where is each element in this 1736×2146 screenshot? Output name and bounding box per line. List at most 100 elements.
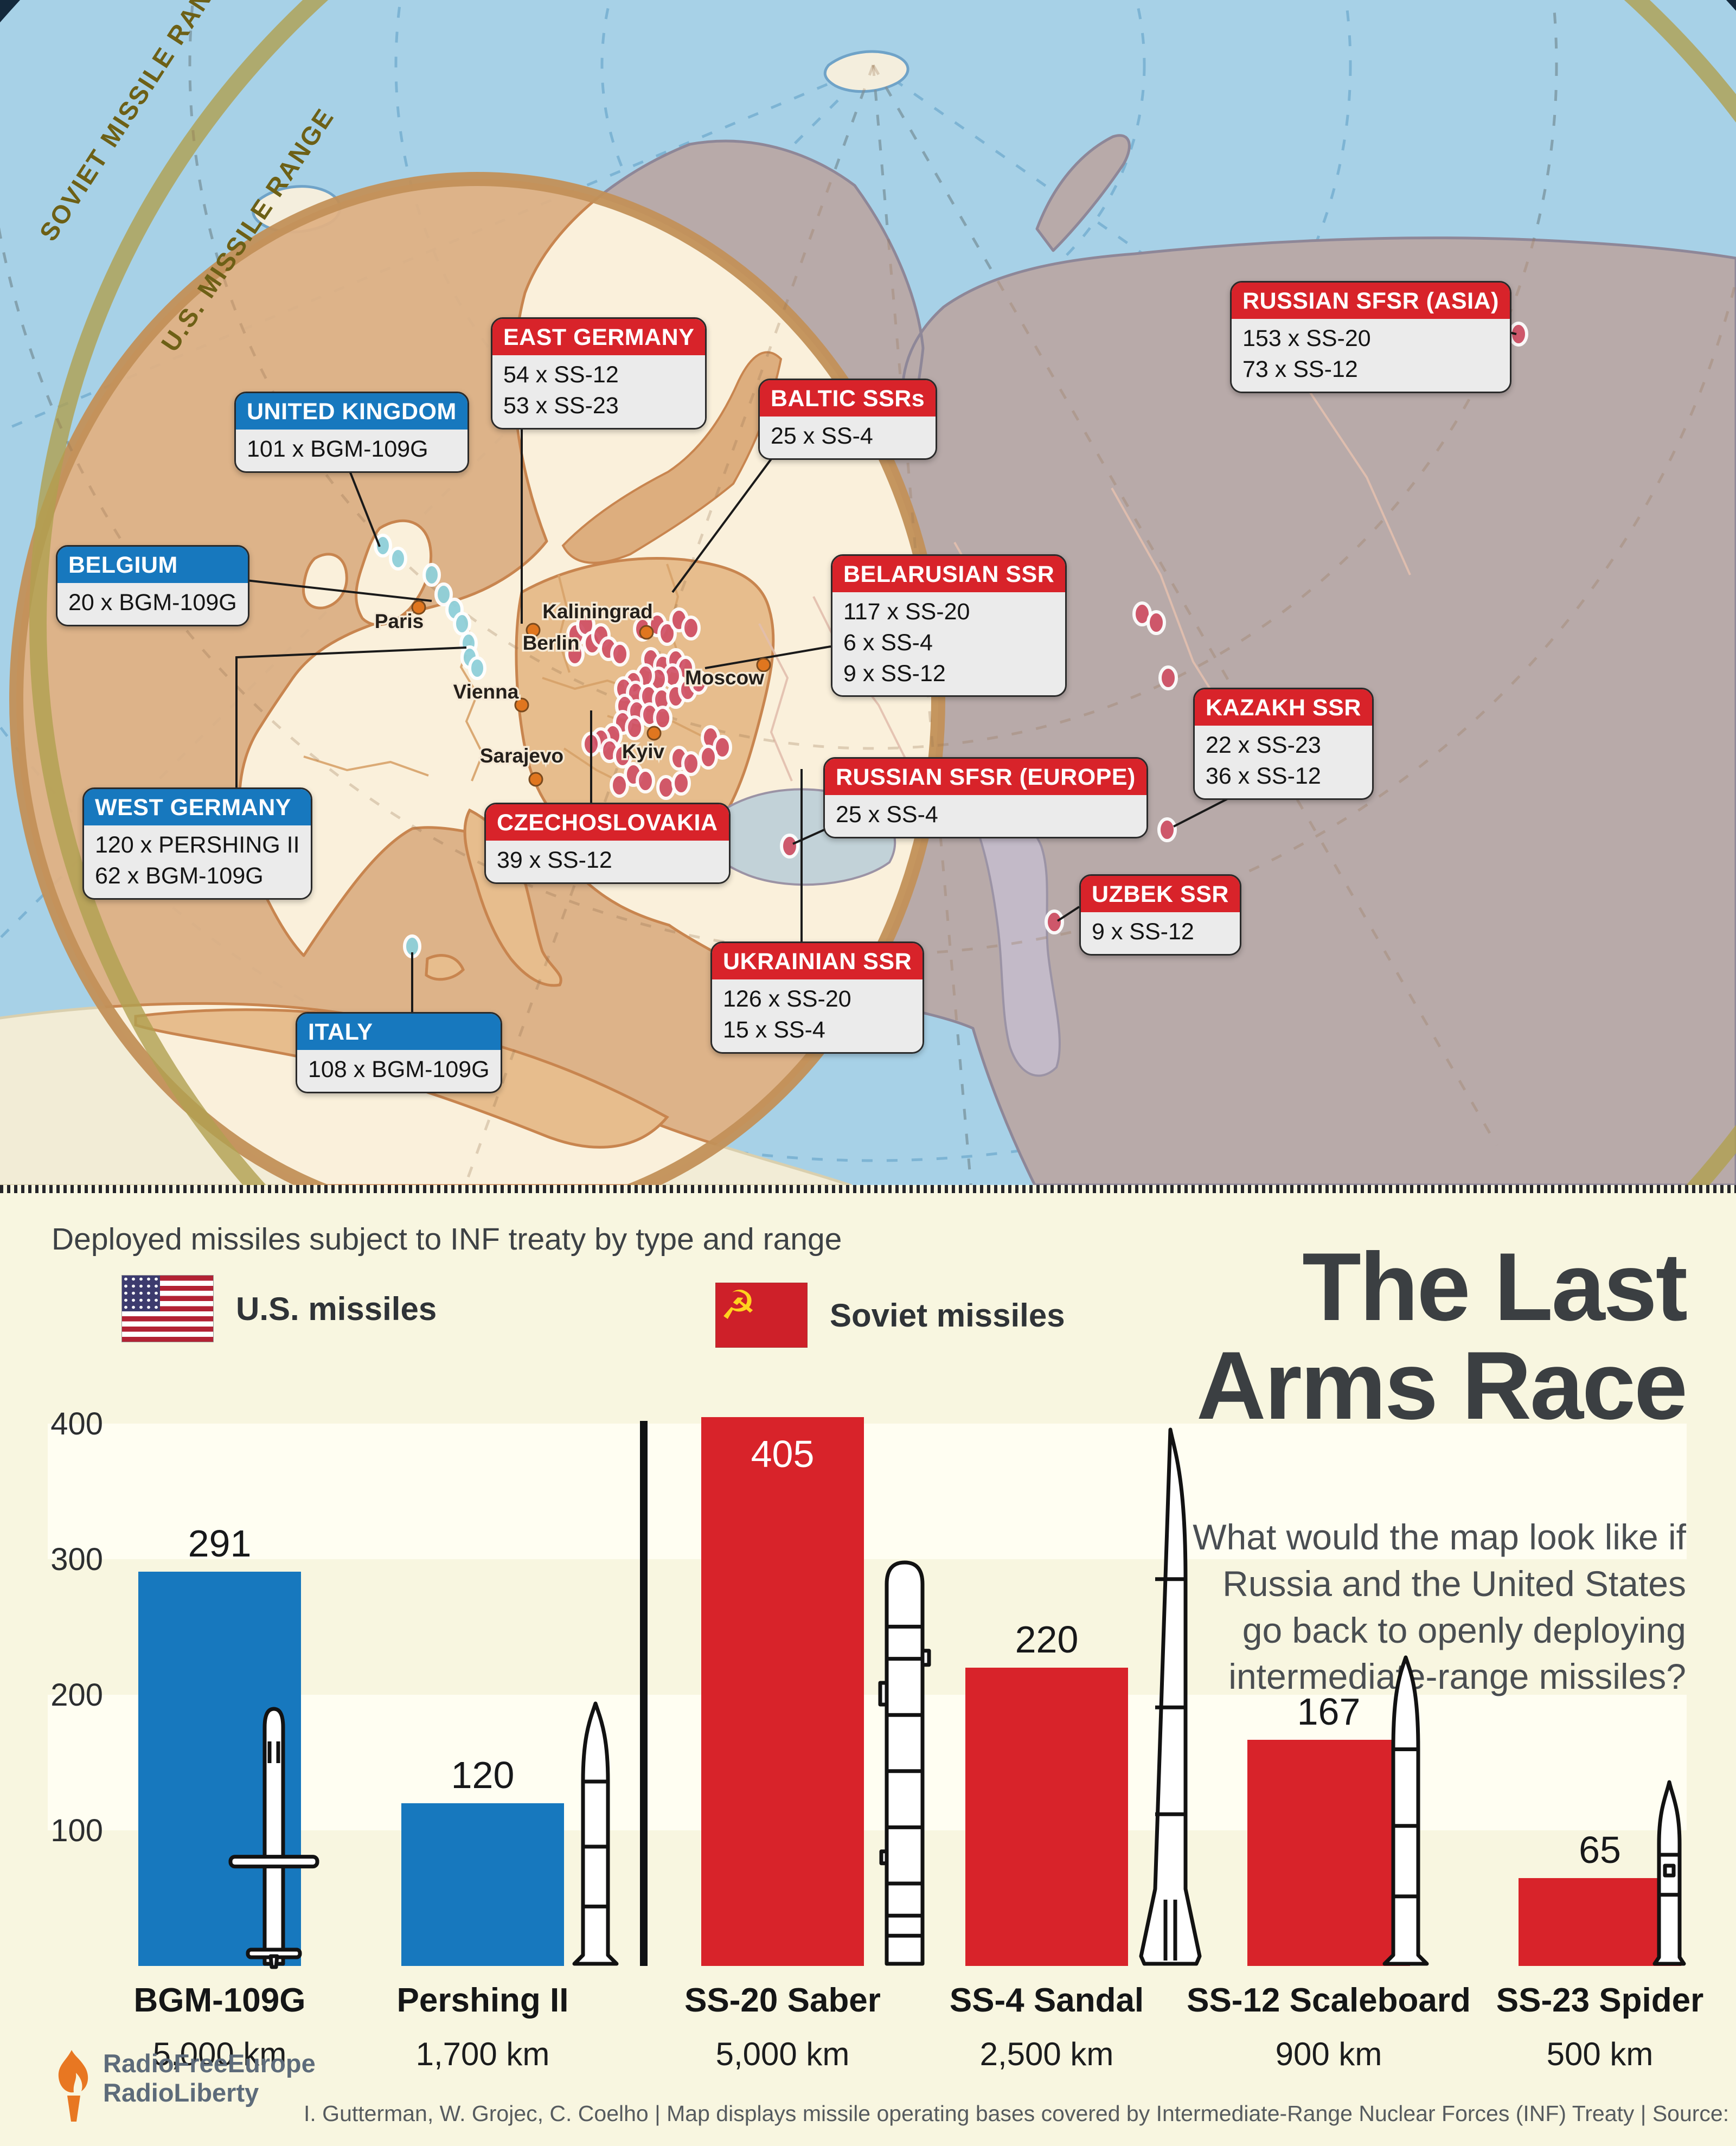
callout-line: 53 x SS-23: [503, 392, 619, 419]
bar-value: 220: [1015, 1618, 1079, 1661]
callout-line: 22 x SS-23: [1206, 732, 1321, 758]
callout-body: 22 x SS-23 36 x SS-12: [1195, 726, 1372, 798]
nato-base-dot: [374, 534, 392, 558]
callout-body: 117 x SS-20 6 x SS-4 9 x SS-12: [832, 592, 1066, 696]
callout-line: 153 x SS-20: [1242, 325, 1371, 351]
soviet-base-dot: [613, 744, 632, 768]
map-chart-separator: [0, 1185, 1736, 1193]
callout-line: 39 x SS-12: [497, 847, 612, 873]
callout-belarusian-ssr: BELARUSIAN SSR 117 x SS-20 6 x SS-4 9 x SS-…: [831, 554, 1067, 697]
bar-value: 167: [1297, 1690, 1361, 1733]
city-dot: [411, 600, 426, 615]
nato-base-dot: [389, 547, 407, 571]
logo-line1: RadioFreeEurope: [103, 2049, 316, 2078]
callout-title: UKRAINIAN SSR: [712, 943, 923, 979]
rfe-rl-logo: RadioFreeEurope RadioLiberty: [52, 2049, 316, 2123]
callout-line: 126 x SS-20: [723, 986, 851, 1012]
callout-title: WEST GERMANY: [84, 789, 311, 825]
leader-line: [704, 645, 831, 669]
bar-range-label: 5,000 km: [152, 2036, 287, 2072]
bar-ss-20-saber: [701, 1417, 864, 1966]
callout-body: 108 x BGM-109G: [297, 1050, 501, 1092]
missile-silhouette-pershing-icon: [1346, 1654, 1465, 1980]
y-axis-tick: 300: [50, 1542, 103, 1577]
callout-body: 153 x SS-20 73 x SS-12: [1232, 319, 1510, 392]
bar-ss-23-spider: [1519, 1878, 1681, 1966]
nato-base-dot: [468, 656, 486, 680]
callout-line: 108 x BGM-109G: [308, 1056, 490, 1082]
bar-value: 291: [188, 1522, 252, 1565]
poster-subtitle: What would the map look like if Russia a…: [1193, 1514, 1686, 1700]
callout-czechoslovakia: CZECHOSLOVAKIA 39 x SS-12: [484, 803, 731, 884]
poster-title: The Last Arms Race: [1196, 1238, 1688, 1439]
callout-line: 36 x SS-12: [1206, 763, 1321, 789]
city-dot: [528, 772, 543, 787]
city-dot: [514, 697, 529, 713]
callout-title: BALTIC SSRs: [760, 380, 936, 417]
missile-silhouette-small-icon: [1610, 1779, 1729, 1980]
callout-title: BELGIUM: [57, 547, 248, 583]
soviet-base-dot: [653, 706, 672, 731]
callout-line: 120 x PERSHING II: [95, 832, 300, 858]
bar-name-label: SS-20 Saber: [684, 1982, 881, 2019]
bar-range-label: 5,000 km: [715, 2036, 850, 2072]
us-flag-icon: [121, 1275, 214, 1342]
callout-italy: ITALY 108 x BGM-109G: [296, 1012, 502, 1093]
caspian-sea: [976, 819, 1061, 1077]
bar-name-label: SS-12 Scaleboard: [1187, 1982, 1471, 2019]
nato-base-dot: [453, 612, 471, 636]
missile-silhouette-pershing-icon: [536, 1700, 655, 1980]
soviet-base-dot: [1045, 909, 1064, 934]
bar-name-label: SS-4 Sandal: [949, 1982, 1144, 2019]
missile-silhouette-rocket-icon: [1111, 1426, 1230, 1980]
europe-ussr-map: Paris Berlin Kaliningrad Moscow Vienna Kyiv Sa…: [0, 0, 1736, 1185]
soviet-base-dot: [565, 642, 585, 667]
city-label: Kyiv: [622, 740, 665, 763]
callout-west-germany: WEST GERMANY 120 x PERSHING II 62 x BGM-10…: [82, 787, 312, 900]
soviet-base-dot: [681, 616, 701, 640]
legend-soviet-label: Soviet missiles: [830, 1297, 1065, 1334]
callout-title: BELARUSIAN SSR: [832, 556, 1066, 592]
soviet-base-dot: [610, 773, 629, 798]
callout-united-kingdom: UNITED KINGDOM 101 x BGM-109G: [234, 392, 469, 473]
city-dot: [639, 625, 654, 640]
soviet-flag-icon: ☭: [715, 1282, 808, 1348]
callout-body: 9 x SS-12: [1081, 912, 1240, 954]
soviet-base-dot: [656, 775, 676, 800]
leader-line: [671, 440, 785, 593]
callout-body: 120 x PERSHING II 62 x BGM-109G: [84, 825, 311, 898]
callout-line: 54 x SS-12: [503, 362, 619, 388]
bar-value: 65: [1579, 1828, 1621, 1871]
callout-body: 39 x SS-12: [486, 841, 729, 882]
city-dot: [646, 726, 662, 741]
soviet-base-dot: [636, 768, 655, 793]
us-range-ring: [9, 172, 945, 1185]
callout-body: 25 x SS-4: [825, 795, 1146, 837]
callout-ukrainian-ssr: UKRAINIAN SSR 126 x SS-20 15 x SS-4: [710, 941, 925, 1054]
soviet-range-ring: [29, 0, 1736, 1185]
logo-line2: RadioLiberty: [103, 2078, 259, 2107]
soviet-base-dot: [1158, 665, 1178, 690]
city-label: Paris: [375, 610, 424, 632]
bar-name-label: SS-23 Spider: [1496, 1982, 1704, 2019]
bar-range-label: 2,500 km: [979, 2036, 1114, 2072]
y-axis-tick: 200: [50, 1677, 103, 1713]
bar-pershing-ii: [401, 1803, 564, 1966]
callout-russian-sfsr-europe-: RUSSIAN SFSR (EUROPE) 25 x SS-4: [823, 757, 1148, 838]
poster-title-line2: Arms Race: [1196, 1331, 1688, 1439]
city-dot: [526, 623, 541, 638]
bar-name-label: BGM-109G: [133, 1982, 306, 2019]
leader-line: [236, 578, 432, 602]
soviet-base-dot: [625, 715, 644, 740]
bar-value: 405: [751, 1432, 815, 1475]
callout-uzbek-ssr: UZBEK SSR 9 x SS-12: [1079, 874, 1241, 956]
callout-title: RUSSIAN SFSR (ASIA): [1232, 283, 1510, 319]
legend-us: U.S. missiles: [121, 1275, 437, 1342]
land-graticule: [0, 0, 1736, 1185]
callout-line: 117 x SS-20: [843, 599, 970, 625]
callout-east-germany: EAST GERMANY 54 x SS-12 53 x SS-23: [491, 317, 707, 430]
bar-range-label: 500 km: [1546, 2036, 1654, 2072]
callout-title: UZBEK SSR: [1081, 876, 1240, 912]
callout-line: 25 x SS-4: [771, 423, 873, 449]
missile-silhouette-cruise-icon: [214, 1706, 334, 1980]
